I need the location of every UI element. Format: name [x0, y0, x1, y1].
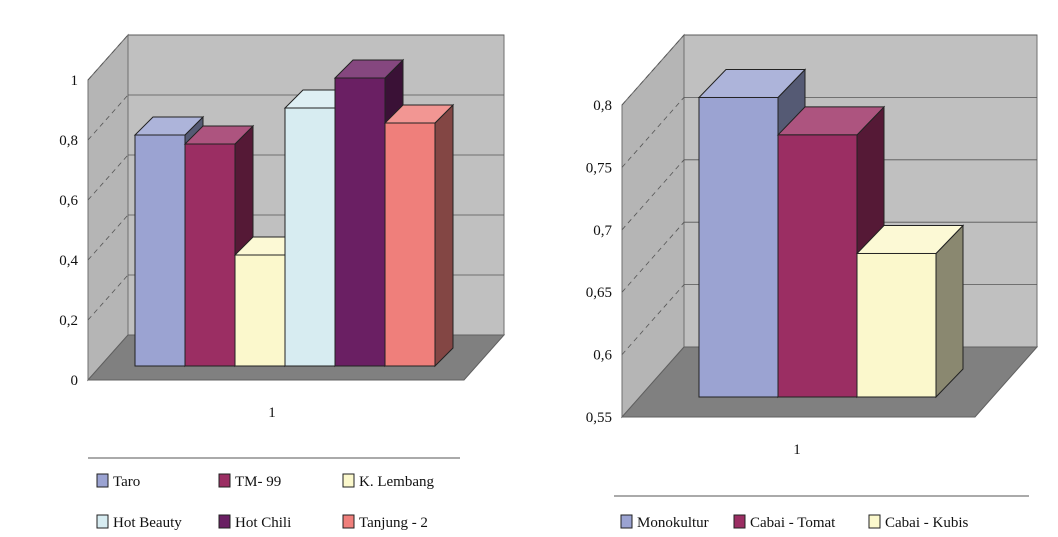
y-tick-label: 0,2 [59, 313, 78, 329]
side-gridline [621, 34, 685, 106]
legend-label: Monokultur [637, 515, 709, 531]
legend-label: Hot Beauty [113, 515, 182, 531]
side-gridline [621, 221, 685, 293]
legend-swatch [620, 514, 633, 529]
y-tick-label: 1 [71, 73, 79, 89]
y-tick-label: 0,55 [586, 410, 612, 426]
side-gridline [621, 97, 685, 168]
side-wall [87, 33, 129, 382]
bar [234, 254, 286, 367]
bar [284, 107, 336, 367]
legend-label: K. Lembang [359, 474, 434, 490]
side-gridline [87, 94, 129, 141]
side-gridline [621, 159, 685, 231]
y-tick-label: 0 [71, 373, 79, 389]
y-tick-label: 0,6 [59, 193, 78, 209]
y-tick-label: 0,75 [586, 160, 612, 176]
y-tick-label: 0,4 [59, 253, 78, 269]
bar [698, 96, 779, 398]
y-tick-label: 0,8 [59, 133, 78, 149]
y-tick-label: 0,7 [593, 223, 612, 239]
y-tick-label: 0,8 [593, 98, 612, 114]
legend-label: Taro [113, 474, 140, 490]
bar-side [935, 224, 964, 399]
legend-label: Cabai - Kubis [885, 515, 968, 531]
bar-side [434, 103, 454, 368]
chart-left: 0 0,2 0,4 0,6 0,8 1 1 Taro TM- 99 K. Lembang Hot B… [59, 33, 506, 531]
side-gridline [87, 154, 129, 201]
bar [334, 77, 386, 367]
bar [777, 134, 858, 398]
legend-label: TM- 99 [235, 474, 281, 490]
legend-label: Hot Chili [235, 515, 291, 531]
legend-swatch [733, 514, 746, 529]
side-gridline [87, 214, 129, 261]
legend-swatch [96, 473, 109, 488]
side-gridline [87, 274, 129, 321]
legend-label: Cabai - Tomat [750, 515, 836, 531]
legend-swatch [96, 514, 109, 529]
legend-swatch [218, 514, 231, 529]
y-tick-label: 0,6 [593, 348, 612, 364]
chart-left-svg: 0 0,2 0,4 0,6 0,8 1 1 Taro TM- 99 K. Lembang Hot B… [59, 33, 506, 531]
legend-swatch [342, 514, 355, 529]
bar [384, 122, 436, 367]
chart-right-svg: 0,55 0,6 0,65 0,7 0,75 0,8 1 Monokultur Cabai - … [586, 33, 1039, 531]
bar [856, 252, 937, 398]
chart-right: 0,55 0,6 0,65 0,7 0,75 0,8 1 Monokultur Cabai - … [529, 0, 1058, 537]
side-gridline [621, 284, 685, 355]
legend-swatch [218, 473, 231, 488]
category-label: 1 [793, 442, 801, 458]
legend-swatch [868, 514, 881, 529]
side-gridline [87, 34, 129, 81]
bar [184, 143, 236, 367]
legend-swatch [342, 473, 355, 488]
y-tick-label: 0,65 [586, 285, 612, 301]
legend-label: Tanjung - 2 [359, 515, 428, 531]
bar [134, 134, 186, 367]
category-label: 1 [268, 405, 276, 421]
